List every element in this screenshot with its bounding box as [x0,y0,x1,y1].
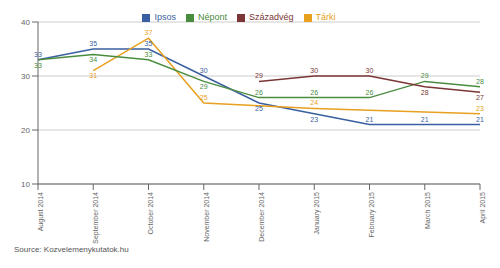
svg-text:26: 26 [255,89,263,96]
svg-text:21: 21 [421,116,429,123]
svg-text:28: 28 [476,78,484,85]
svg-text:33: 33 [34,51,42,58]
svg-text:21: 21 [366,116,374,123]
html-text:Századvég: Századvég [249,12,294,22]
html-text:Népont: Népont [198,12,227,22]
svg-text:30: 30 [21,72,30,81]
svg-text:December 2014: December 2014 [258,192,265,242]
svg-text:August 2014: August 2014 [37,192,45,231]
svg-text:February 2015: February 2015 [368,192,376,238]
svg-text:35: 35 [145,40,153,47]
svg-text:34: 34 [89,56,97,63]
svg-text:29: 29 [200,83,208,90]
svg-text:31: 31 [89,72,97,79]
svg-text:30: 30 [310,67,318,74]
svg-text:25: 25 [200,94,208,101]
svg-text:March 2015: March 2015 [424,192,431,229]
svg-text:24: 24 [310,99,318,106]
svg-text:30: 30 [200,67,208,74]
svg-text:40: 40 [21,18,30,27]
svg-text:33: 33 [34,62,42,69]
svg-text:35: 35 [89,40,97,47]
svg-text:23: 23 [310,116,318,123]
svg-text:33: 33 [145,51,153,58]
svg-text:26: 26 [310,89,318,96]
svg-text:25: 25 [255,105,263,112]
html-text:Ipsos: Ipsos [154,12,176,22]
svg-text:September 2014: September 2014 [92,192,100,244]
svg-text:29: 29 [421,72,429,79]
svg-text:October 2014: October 2014 [147,192,154,235]
svg-text:30: 30 [366,67,374,74]
svg-text:37: 37 [145,29,153,36]
svg-text:28: 28 [421,89,429,96]
svg-text:November 2014: November 2014 [203,192,210,242]
svg-text:April 2015: April 2015 [479,192,487,224]
svg-text:29: 29 [255,72,263,79]
html-text:Source: Kozvelemenykutatok.hu: Source: Kozvelemenykutatok.hu [14,245,129,254]
svg-text:20: 20 [21,126,30,135]
svg-text:10: 10 [21,180,30,189]
svg-text:23: 23 [476,105,484,112]
html-text:Tárki: Tárki [315,12,336,22]
svg-text:January 2015: January 2015 [313,192,321,235]
svg-text:21: 21 [476,116,484,123]
svg-text:27: 27 [476,94,484,101]
svg-text:26: 26 [366,89,374,96]
